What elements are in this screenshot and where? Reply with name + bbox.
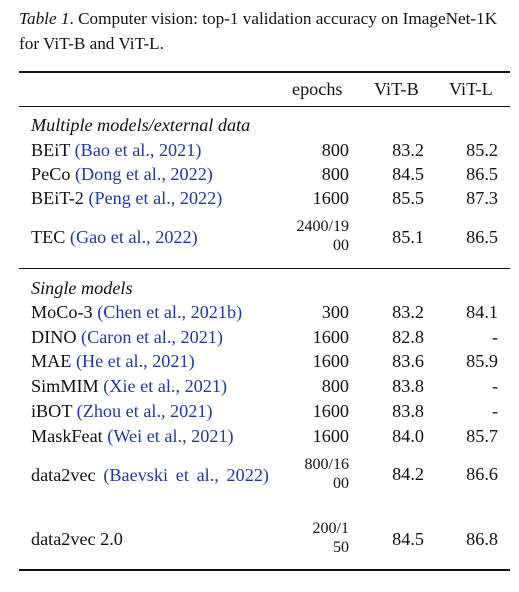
- vit-l-value: 85.2: [466, 140, 498, 160]
- model-name: MaskFeat: [31, 426, 103, 446]
- vit-b-value: 85.1: [392, 227, 424, 247]
- header-rule: [19, 106, 510, 107]
- epochs-value: 1600: [312, 351, 349, 371]
- model-name: PeCo: [31, 164, 71, 184]
- epochs-value: 1600: [312, 401, 349, 421]
- vit-b-value: 84.2: [392, 464, 424, 484]
- vit-l-value: 85.9: [466, 351, 498, 371]
- citation-link[interactable]: (Gao et al., 2022): [69, 227, 198, 247]
- vit-b-value: 82.8: [392, 327, 424, 347]
- epochs-value: 800: [321, 164, 349, 184]
- epochs-value: 200/150: [312, 520, 349, 556]
- epochs-value: 800: [321, 376, 349, 396]
- top-rule: [19, 71, 510, 73]
- vit-b-value: 83.8: [392, 401, 424, 421]
- vit-b-value: 84.5: [392, 164, 424, 184]
- epochs-value: 1600: [312, 188, 349, 208]
- vit-l-value: -: [491, 327, 498, 347]
- model-name: data2vec 2.0: [31, 529, 123, 549]
- model-name: MAE: [31, 351, 72, 371]
- table-caption: Table 1. Computer vision: top-1 validati…: [19, 6, 509, 56]
- vit-l-value: 87.3: [466, 188, 498, 208]
- citation-link[interactable]: (Xie et al., 2021): [103, 376, 227, 396]
- vit-b-value: 84.0: [392, 426, 424, 446]
- citation-link[interactable]: (Chen et al., 2021b): [97, 302, 243, 322]
- model-name: TEC: [31, 227, 66, 247]
- citation-link[interactable]: (He et al., 2021): [75, 351, 195, 371]
- citation-link[interactable]: (Caron et al., 2021): [81, 327, 223, 347]
- vit-l-value: 86.8: [466, 529, 498, 549]
- model-name: SimMIM: [31, 376, 99, 396]
- vit-l-value: -: [491, 376, 498, 396]
- section-rule: [19, 268, 510, 269]
- vit-l-value: 86.5: [466, 164, 498, 184]
- vit-b-value: 84.5: [392, 529, 424, 549]
- epochs-value: 2400/1900: [296, 218, 349, 254]
- header-vit-b: ViT-B: [374, 79, 419, 99]
- bottom-rule: [19, 569, 510, 571]
- table-caption-label: Table 1: [19, 9, 70, 28]
- vit-l-value: -: [491, 401, 498, 421]
- vit-b-value: 83.2: [392, 302, 424, 322]
- model-name: DINO: [31, 327, 77, 347]
- epochs-value: 1600: [312, 426, 349, 446]
- citation-link[interactable]: (Dong et al., 2022): [74, 164, 213, 184]
- citation-link[interactable]: (Zhou et al., 2021): [76, 401, 213, 421]
- vit-b-value: 83.8: [392, 376, 424, 396]
- vit-b-value: 83.2: [392, 140, 424, 160]
- vit-b-value: 83.6: [392, 351, 424, 371]
- header-vit-l: ViT-L: [449, 79, 493, 99]
- model-name: BEiT-2: [31, 188, 84, 208]
- model-name: BEiT: [31, 140, 71, 160]
- vit-b-value: 85.5: [392, 188, 424, 208]
- vit-l-value: 84.1: [466, 302, 498, 322]
- section-title: Single models: [31, 278, 133, 298]
- epochs-value: 1600: [312, 327, 349, 347]
- epochs-value: 300: [321, 302, 349, 322]
- citation-link[interactable]: (Peng et al., 2022): [88, 188, 223, 208]
- model-name: iBOT: [31, 401, 73, 421]
- vit-l-value: 86.5: [466, 227, 498, 247]
- epochs-value: 800: [321, 140, 349, 160]
- vit-l-value: 86.6: [466, 464, 498, 484]
- citation-link[interactable]: (Wei et al., 2021): [107, 426, 234, 446]
- epochs-value: 800/1600: [304, 456, 349, 492]
- citation-link[interactable]: (Baevski et al., 2022): [103, 465, 269, 485]
- model-name: MoCo-3: [31, 302, 93, 322]
- citation-link[interactable]: (Bao et al., 2021): [74, 140, 202, 160]
- section-title: Multiple models/external data: [31, 115, 251, 135]
- model-name: data2vec: [31, 465, 96, 485]
- table-caption-text: . Computer vision: top-1 validation accu…: [19, 9, 498, 53]
- vit-l-value: 85.7: [466, 426, 498, 446]
- header-epochs: epochs: [292, 79, 343, 99]
